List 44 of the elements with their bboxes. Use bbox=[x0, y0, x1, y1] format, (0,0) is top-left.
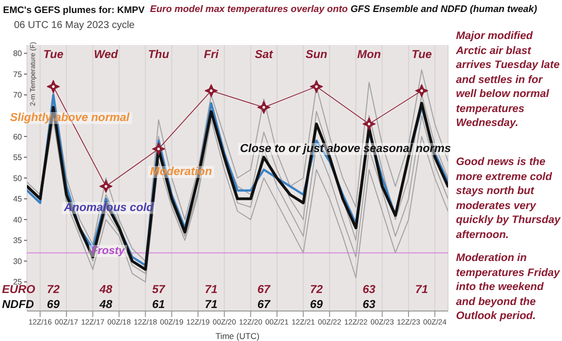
y-tick-label: 50 bbox=[13, 174, 23, 183]
annotation: Mon bbox=[356, 49, 382, 61]
y-tick-label: 75 bbox=[13, 70, 23, 79]
annotation: 69 bbox=[46, 299, 61, 311]
text: Major modified Arctic air blast arrives Tuesday late and settles in for well below normal temperatures Wednesday. bbox=[456, 29, 561, 130]
chart-title: EMC's GEFS plumes for: KMPV bbox=[3, 5, 145, 16]
y-tick-label: 45 bbox=[13, 194, 23, 204]
annotation: 72 bbox=[309, 284, 324, 296]
annotation: Sat bbox=[254, 49, 274, 61]
x-axis-title: Time (UTC) bbox=[215, 331, 260, 341]
y-tick-label: 80 bbox=[13, 49, 23, 58]
annotation: 69 bbox=[309, 299, 324, 311]
annotation: 63 bbox=[362, 299, 376, 311]
y-tick-label: 60 bbox=[13, 132, 23, 142]
annotation: 48 bbox=[98, 299, 114, 311]
annotation: 71 bbox=[204, 299, 219, 311]
y-tick-label: 30 bbox=[13, 256, 23, 266]
annotation: 72 bbox=[46, 284, 61, 296]
annotation: 63 bbox=[362, 284, 376, 296]
annotation: 71 bbox=[414, 284, 430, 296]
y-tick-label: 70 bbox=[13, 90, 23, 100]
chart-subtitle: 06 UTC 16 May 2023 cycle bbox=[14, 20, 135, 31]
y-tick-label: 35 bbox=[13, 236, 23, 246]
annotation: 57 bbox=[151, 284, 166, 296]
y-tick-label: 55 bbox=[13, 153, 23, 162]
annotation: Wed bbox=[92, 49, 119, 61]
annotation: 71 bbox=[204, 284, 219, 296]
text: Good news is the more extreme cold stays north but moderates very quickly by Thursday afternoon. bbox=[456, 155, 562, 242]
y-tick-label: 40 bbox=[13, 215, 23, 224]
annotation: Tue bbox=[43, 49, 64, 61]
annotation: 67 bbox=[256, 284, 272, 296]
text: GFS Ensemble and NDFD (human tweak) bbox=[350, 4, 538, 15]
annotation: Close to or just above seasonal norms bbox=[238, 143, 453, 155]
annotation: NDFD bbox=[2, 299, 34, 311]
annotation: Tue bbox=[410, 49, 433, 61]
annotation: 67 bbox=[256, 299, 272, 311]
annotation: Thu bbox=[147, 49, 170, 61]
text: EURO bbox=[2, 284, 36, 296]
text: Moderation in temperatures Friday into the weekend and beyond the Outlook period. bbox=[456, 251, 561, 324]
annotation: Fri bbox=[202, 49, 220, 61]
annotation: 48 bbox=[98, 284, 114, 296]
text: Euro model max temperatures overlay onto bbox=[150, 4, 348, 15]
annotation: 61 bbox=[151, 299, 166, 311]
annotation: Sun bbox=[304, 49, 328, 61]
